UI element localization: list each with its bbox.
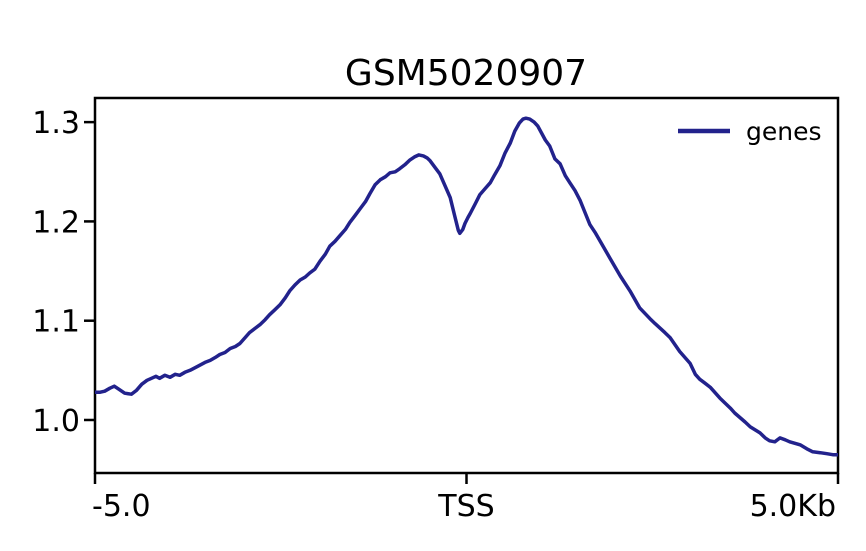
plot-border — [93, 96, 840, 475]
y-tick-label: 1.2 — [32, 205, 80, 240]
x-tick-label: 5.0Kb — [750, 489, 836, 524]
chart-title: GSM5020907 — [345, 53, 587, 94]
y-tick-label: 1.0 — [32, 404, 80, 439]
y-tick-label: 1.1 — [32, 305, 80, 340]
legend: genes — [678, 117, 822, 146]
x-tick-label: -5.0 — [92, 489, 151, 524]
x-tick-label: TSS — [437, 489, 494, 524]
legend-label: genes — [746, 117, 822, 146]
y-axis: 1.0 1.1 1.2 1.3 — [32, 106, 95, 439]
x-axis: -5.0 TSS 5.0Kb — [92, 473, 840, 524]
genes-line — [95, 116, 838, 457]
y-tick-label: 1.3 — [32, 106, 80, 141]
